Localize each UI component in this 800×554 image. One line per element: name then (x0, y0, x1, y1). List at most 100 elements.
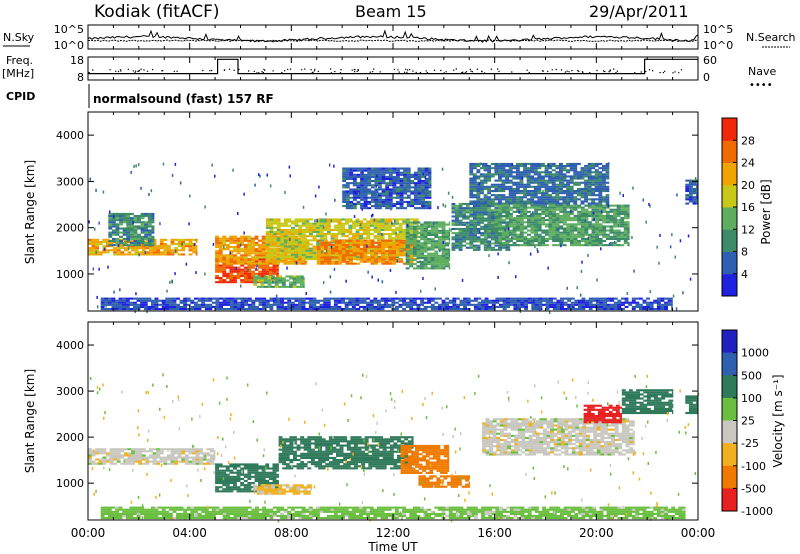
power-cell (538, 303, 543, 306)
power-cell (247, 260, 252, 263)
power-cell (445, 305, 450, 308)
power-cell (247, 235, 252, 238)
power-cell (555, 235, 560, 238)
power-cell (441, 233, 446, 236)
power-cell (276, 226, 281, 229)
power-cell (591, 162, 596, 165)
power-cell (573, 208, 578, 211)
power-cell (258, 243, 262, 246)
power-cell (570, 229, 574, 232)
power-cell (337, 299, 342, 302)
power-cell (570, 206, 574, 209)
power-cell (355, 253, 360, 256)
power-cell (438, 229, 442, 232)
power-cell (344, 218, 349, 221)
power-cell (183, 299, 188, 302)
power-cell (623, 235, 628, 238)
power-cell (337, 228, 342, 231)
power-cell (294, 239, 299, 242)
power-cell (119, 223, 123, 226)
power-cell (276, 233, 281, 236)
power-cell (552, 219, 556, 222)
power-cell (480, 192, 484, 195)
nave-dot (469, 68, 471, 71)
power-cell (109, 249, 114, 252)
power-cell (236, 266, 241, 269)
power-cell (627, 208, 630, 211)
power-cell (192, 238, 196, 241)
power-cell (598, 194, 603, 197)
power-cell (88, 238, 92, 241)
power-cell (147, 235, 152, 238)
power-cell (519, 210, 524, 213)
power-cell (441, 248, 446, 251)
power-cell (527, 240, 531, 243)
power-cell (490, 248, 495, 251)
power-cell (127, 251, 132, 254)
power-cell (498, 225, 503, 228)
power-cell (254, 252, 259, 255)
power-cell (320, 243, 325, 246)
power-cell (417, 173, 422, 176)
power-cell (430, 252, 435, 255)
power-cell (388, 169, 393, 172)
power-cell (177, 243, 182, 246)
nave-dot (339, 72, 342, 74)
power-cell (562, 179, 567, 182)
power-cell (399, 188, 404, 191)
power-cell (384, 305, 389, 308)
power-cell (455, 221, 459, 224)
power-cell (290, 250, 295, 253)
power-cell (498, 212, 503, 215)
power-cell (345, 190, 350, 193)
power-cell (316, 299, 320, 302)
power-cell (289, 281, 293, 284)
power-cell (469, 162, 474, 165)
power-cell (406, 248, 411, 251)
power-cell (88, 243, 92, 246)
power-cell (208, 297, 213, 300)
power-cell (458, 205, 463, 208)
power-cell (179, 299, 184, 302)
power-cell (319, 228, 324, 231)
power-cell (424, 169, 429, 172)
power-cell (136, 299, 141, 302)
power-cell (476, 183, 481, 186)
power-cell (258, 301, 263, 304)
power-cell (133, 235, 138, 238)
power-cell (316, 226, 321, 229)
power-cell (269, 308, 274, 311)
power-cell (373, 226, 378, 229)
power-cell (378, 177, 382, 180)
power-cell (551, 183, 556, 186)
power-cell (605, 233, 610, 236)
power-cell (192, 251, 196, 254)
power-cell (374, 260, 379, 263)
power-cell (381, 177, 386, 180)
power-cell (591, 208, 596, 211)
power-cell (544, 198, 549, 201)
power-cell (537, 219, 542, 222)
power-cell (495, 297, 500, 300)
power-cell (337, 301, 342, 304)
power-cell (473, 213, 477, 216)
power-cell (448, 308, 453, 311)
power-cell (262, 299, 267, 302)
power-cell (494, 212, 499, 215)
power-cell (326, 224, 331, 227)
power-cell (434, 233, 439, 236)
power-cell (455, 232, 459, 235)
power-cell (287, 299, 292, 302)
power-cell (369, 299, 374, 302)
power-cell (595, 212, 599, 215)
power-cell (598, 173, 603, 176)
power-cell (516, 240, 521, 243)
power-cell (458, 230, 463, 233)
power-cell (395, 251, 399, 254)
power-cell (287, 220, 292, 223)
power-cell (98, 243, 103, 246)
nave-legend-dots: •••• (749, 80, 773, 91)
power-cell (251, 281, 255, 284)
power-cell (526, 171, 531, 174)
power-cell (156, 245, 161, 248)
